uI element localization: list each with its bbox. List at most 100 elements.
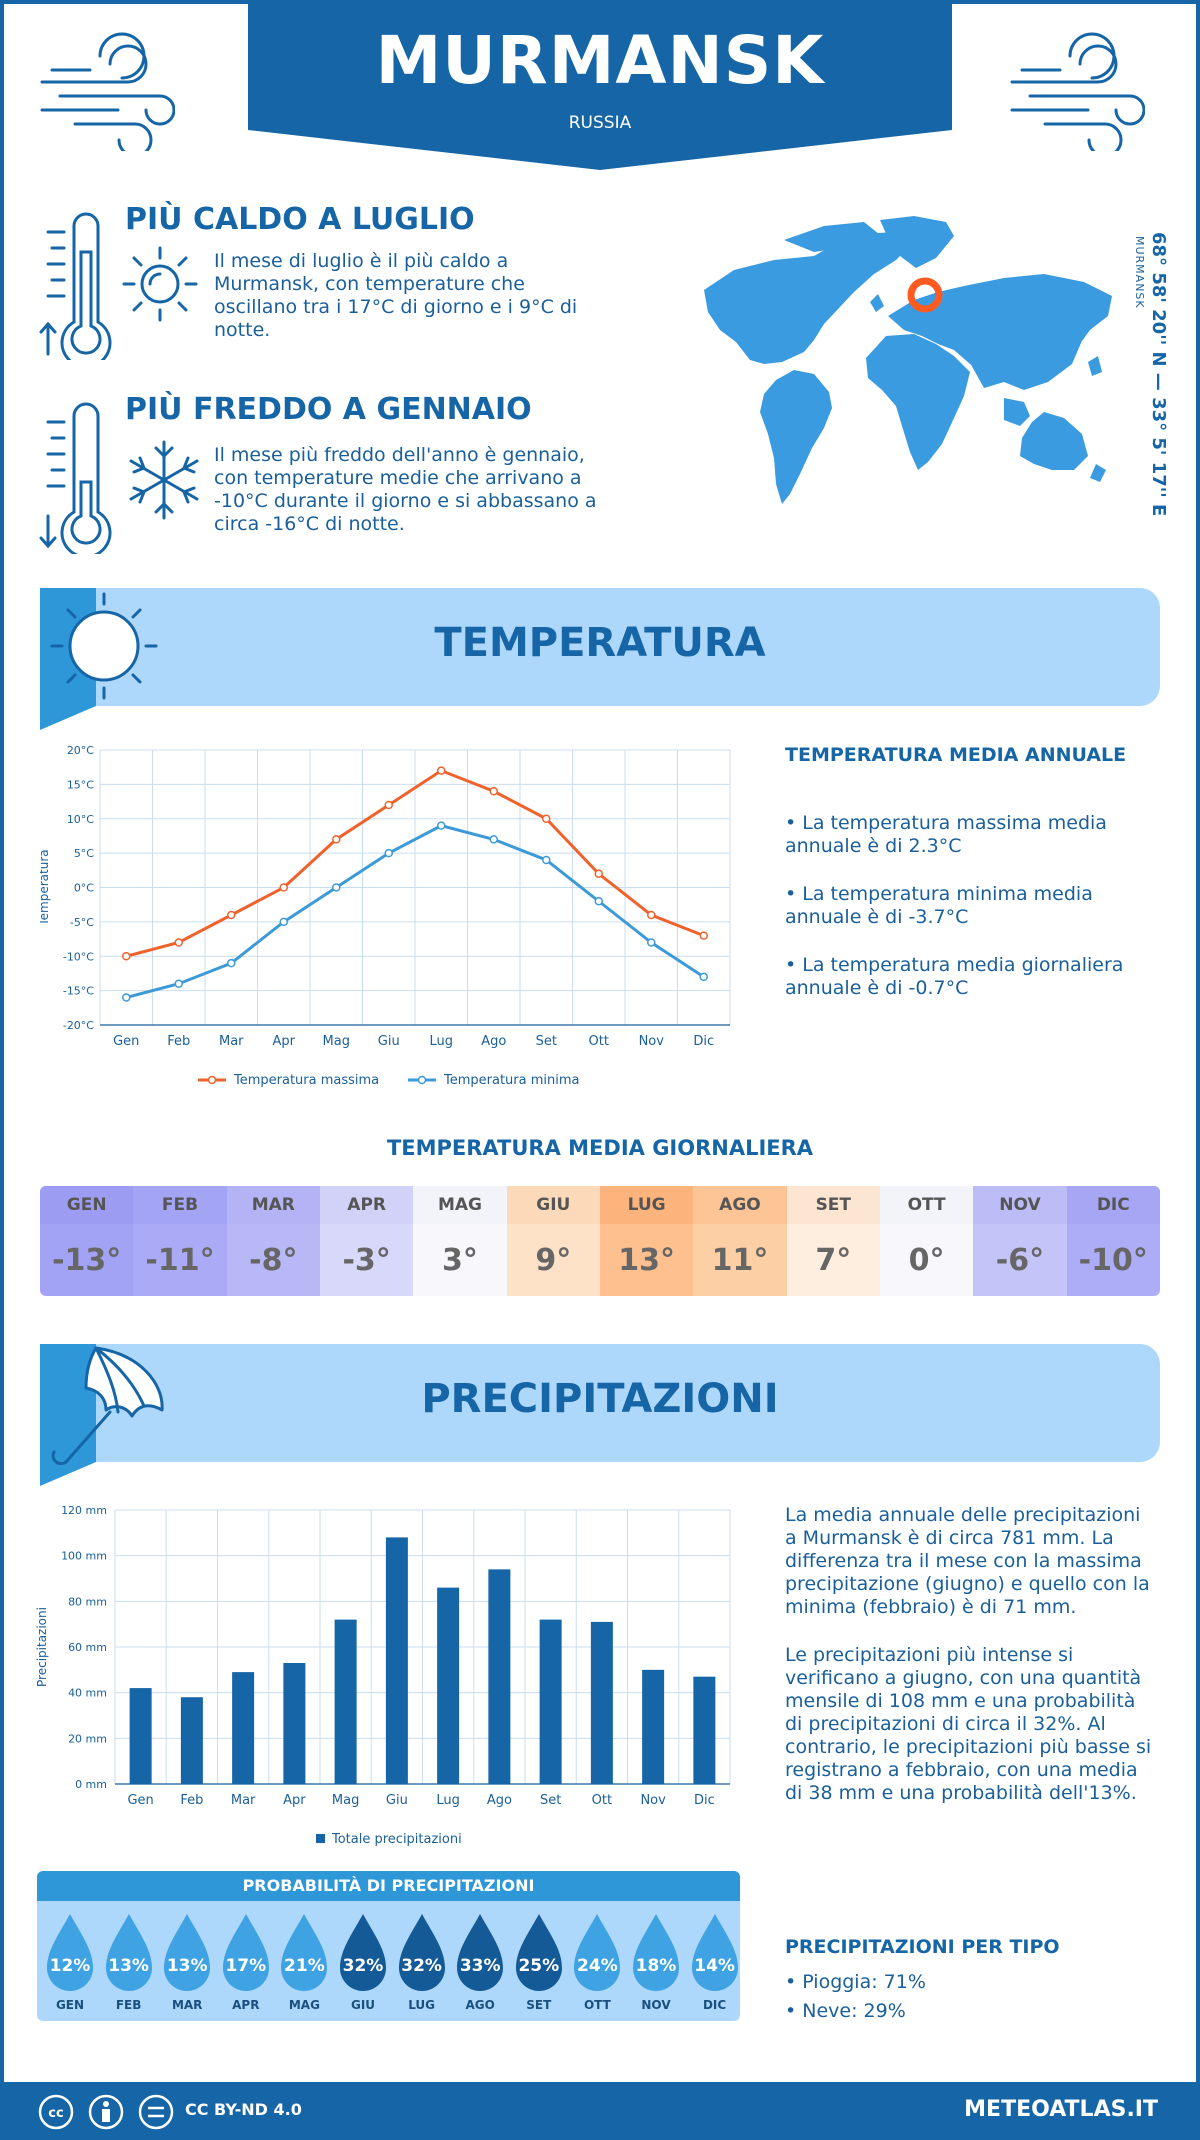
y-tick-label: -5°C <box>70 916 94 929</box>
umbrella-section-icon <box>40 1344 164 1486</box>
data-point <box>594 897 603 906</box>
daily-temp-table: GEN -13° FEB -11° MAR -8° APR -3° MAG 3° GIU 9° LUG 1… <box>40 1186 1160 1296</box>
prob-month: GIU <box>350 1998 376 2012</box>
prob-value: 21% <box>284 1956 325 1976</box>
data-point <box>699 972 708 982</box>
cold-title: PIÙ FREDDO A GENNAIO <box>125 392 532 427</box>
warm-title: PIÙ CALDO A LUGLIO <box>125 202 475 237</box>
daily-temp-heading: TEMPERATURA MEDIA GIORNALIERA <box>386 1136 814 1160</box>
thermometer-cold-icon <box>39 402 112 554</box>
daily-month: DIC <box>1066 1186 1160 1224</box>
wind-icon-left <box>40 32 175 151</box>
prob-drop: 32% GIU <box>334 1910 392 2016</box>
prob-drop: 32% LUG <box>393 1910 451 2016</box>
raindrop-icon <box>515 1914 562 1991</box>
legend-marker <box>207 1075 217 1085</box>
daily-cell: NOV -6° <box>973 1186 1067 1296</box>
prob-drop: 24% OTT <box>568 1910 626 2016</box>
data-point <box>279 883 288 892</box>
precip-bar <box>488 1569 511 1784</box>
prob-value: 18% <box>635 1956 677 1976</box>
daily-cell: MAG 3° <box>413 1186 507 1296</box>
prob-drop: 17% APR <box>217 1910 275 2016</box>
daily-month: MAG <box>413 1186 507 1224</box>
data-point <box>384 800 393 810</box>
data-point <box>384 848 393 858</box>
location-marker <box>907 277 943 313</box>
x-tick-label: Mag <box>332 1793 359 1808</box>
x-tick-label: Gen <box>113 1034 139 1049</box>
precip-bar <box>385 1537 408 1784</box>
prob-month: DIC <box>702 1998 727 2012</box>
daily-value: -13° <box>52 1242 122 1278</box>
series-line-min <box>125 824 705 999</box>
thermometer-hot-icon <box>39 212 112 360</box>
data-point <box>122 993 131 1002</box>
x-tick-label: Giu <box>378 1034 400 1049</box>
data-point <box>647 938 656 947</box>
prob-month: MAG <box>288 1998 320 2012</box>
x-tick-label: Ott <box>589 1034 609 1049</box>
prob-month: NOV <box>641 1998 671 2012</box>
data-point <box>227 910 236 920</box>
x-tick-label: Nov <box>639 1034 665 1049</box>
daily-month: LUG <box>599 1186 694 1224</box>
x-tick-label: Set <box>540 1793 561 1808</box>
temperature-section-band <box>40 588 1160 706</box>
data-point <box>122 952 131 961</box>
daily-month: SET <box>786 1186 880 1224</box>
prob-value: 32% <box>401 1956 442 1976</box>
y-axis-title: Temperatura <box>40 849 51 926</box>
legend-swatch <box>316 1834 325 1843</box>
y-tick-label: -15°C <box>63 985 94 998</box>
y-tick-label: 20°C <box>67 744 94 757</box>
raindrop-icon <box>281 1914 328 1991</box>
series-line-max <box>125 768 705 958</box>
raindrop-icon <box>457 1914 504 1991</box>
country-subtitle: RUSSIA <box>568 113 632 133</box>
coordinates-city: MURMANSK <box>1133 236 1146 309</box>
raindrop-icon <box>164 1914 211 1991</box>
annual-min-text: • La temperatura minima media annuale è … <box>785 883 1093 928</box>
sun-icon <box>122 246 198 322</box>
daily-value: -11° <box>145 1242 215 1278</box>
prob-value: 14% <box>694 1956 735 1976</box>
annual-temp-heading: TEMPERATURA MEDIA ANNUALE <box>785 744 1127 766</box>
temperature-title: TEMPERATURA <box>434 620 766 666</box>
daily-cell: APR -3° <box>319 1186 414 1296</box>
data-point <box>174 979 183 988</box>
prob-value: 33% <box>459 1956 501 1976</box>
daily-value: -6° <box>995 1242 1045 1278</box>
data-point <box>594 869 603 878</box>
prob-value: 17% <box>225 1956 267 1976</box>
y-tick-label: 20 mm <box>68 1732 107 1745</box>
site-link[interactable]: METEOATLAS.IT <box>964 2097 1158 2122</box>
y-tick-label: 60 mm <box>68 1641 107 1654</box>
daily-month: AGO <box>693 1186 787 1224</box>
license-icons: cc <box>38 2094 174 2130</box>
data-point <box>542 855 551 865</box>
prob-month: OTT <box>583 1998 611 2012</box>
raindrop-icon <box>574 1914 621 1991</box>
precip-description: La media annuale delle precipitazioni a … <box>785 1504 1155 1830</box>
daily-cell: AGO 11° <box>693 1186 787 1296</box>
prob-value: 25% <box>518 1956 560 1976</box>
precip-bar <box>232 1672 255 1784</box>
precip-bar <box>642 1669 665 1784</box>
daily-cell: GIU 9° <box>506 1186 600 1296</box>
precip-type-list: • Pioggia: 71% • Neve: 29% <box>785 1968 1155 2026</box>
precip-bar <box>539 1619 562 1784</box>
nd-icon <box>138 2094 174 2130</box>
prob-month: LUG <box>408 1998 435 2012</box>
raindrop-icon <box>398 1914 445 1991</box>
daily-value: 7° <box>815 1242 852 1278</box>
x-tick-label: Feb <box>180 1793 203 1808</box>
snowflake-icon <box>129 440 199 520</box>
y-tick-label: 120 mm <box>61 1504 107 1517</box>
prob-value: 13% <box>166 1956 208 1976</box>
prob-drop: 33% AGO <box>451 1910 509 2016</box>
prob-drop: 13% MAR <box>158 1910 216 2016</box>
prob-value: 24% <box>577 1956 618 1976</box>
legend-label: Totale precipitazioni <box>331 1832 462 1847</box>
data-point <box>489 835 498 844</box>
